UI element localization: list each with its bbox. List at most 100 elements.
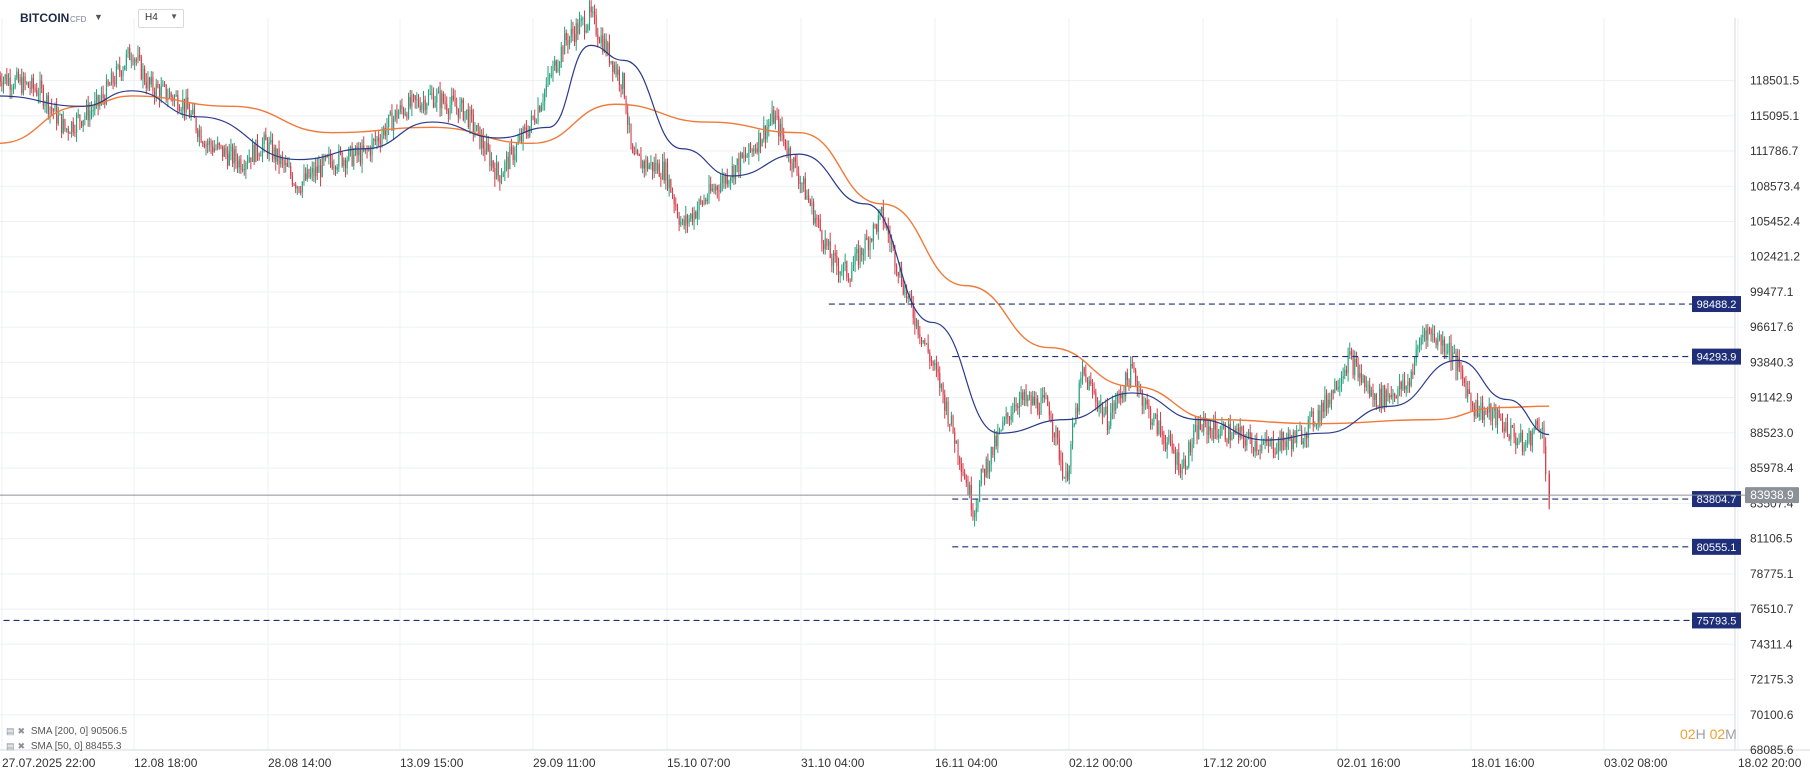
candle-body (590, 6, 592, 13)
candle-body (1058, 438, 1060, 460)
candle-body (560, 46, 562, 63)
candle-body (633, 152, 635, 155)
candle-body (208, 140, 210, 145)
candle-body (1088, 380, 1090, 390)
candle-body (1437, 339, 1439, 346)
candle-body (1417, 346, 1419, 349)
countdown-hours: 02 (1680, 726, 1696, 742)
candle-body (313, 168, 315, 177)
candle-body (688, 218, 690, 224)
close-icon[interactable]: ✖ (17, 741, 26, 751)
candle-body (471, 109, 473, 115)
candle-body (288, 166, 290, 168)
candle-body (223, 147, 225, 157)
indicator-sma-200[interactable]: ▤ ✖ SMA [200, 0] 90506.5 (6, 726, 127, 737)
candle-body (1492, 410, 1494, 422)
candle-body (1000, 429, 1002, 431)
candle-body (164, 84, 166, 86)
settings-icon[interactable]: ▤ (6, 726, 15, 736)
candle-body (258, 155, 260, 157)
candle-body (884, 223, 886, 227)
candle-body (232, 146, 234, 164)
candle-body (1150, 409, 1152, 425)
candle-body (570, 28, 572, 37)
candle-body (14, 77, 16, 88)
candle-body (504, 162, 506, 174)
candle-body (1490, 404, 1492, 422)
candle-body (1407, 381, 1409, 387)
candle-body (786, 148, 788, 155)
candle-body (967, 482, 969, 495)
candle-body (72, 121, 74, 132)
candle-body (1448, 342, 1450, 352)
candle-body (1513, 427, 1515, 438)
candle-body (1128, 380, 1130, 388)
candle-body (959, 457, 961, 465)
candle-body (330, 154, 332, 162)
candle-body (565, 33, 567, 41)
candle-body (1211, 430, 1213, 439)
candle-body (1352, 354, 1354, 376)
candle-body (819, 219, 821, 231)
candle-body (315, 166, 317, 177)
candle-body (708, 184, 710, 199)
level-label: 94293.9 (1697, 352, 1737, 364)
candle-body (305, 173, 307, 180)
candle-body (325, 155, 327, 160)
candle-body (1462, 370, 1464, 379)
candle-body (145, 82, 147, 89)
timeframe-select[interactable]: H4 ▼ (138, 9, 184, 28)
close-icon[interactable]: ✖ (17, 726, 26, 736)
candle-body (1357, 362, 1359, 378)
candle-body (1173, 449, 1175, 454)
candle-body (293, 184, 295, 186)
candle-body (828, 241, 830, 247)
candle-body (937, 369, 939, 374)
candle-body (635, 150, 637, 155)
candle-body (1326, 394, 1328, 409)
settings-icon[interactable]: ▤ (6, 741, 15, 751)
candle-body (1201, 429, 1203, 432)
candle-body (316, 166, 318, 173)
candle-body (595, 14, 597, 35)
candle-body (376, 137, 378, 142)
candle-body (1422, 334, 1424, 338)
candle-body (1299, 430, 1301, 432)
candle-body (248, 157, 250, 163)
candle-body (1460, 367, 1462, 371)
candle-body (311, 168, 313, 173)
candle-body (962, 472, 964, 474)
x-tick-label: 28.08 14:00 (268, 756, 332, 770)
candle-body (1135, 370, 1137, 382)
candle-body (464, 111, 466, 120)
candle-body (195, 118, 197, 131)
candle-body (120, 71, 122, 77)
candle-body (1443, 339, 1445, 353)
candle-body (494, 168, 496, 180)
candle-body (662, 161, 664, 180)
candle-body (36, 89, 38, 96)
candle-body (175, 94, 177, 97)
candle-body (871, 239, 873, 241)
candle-body (341, 152, 343, 167)
indicator-sma-50[interactable]: ▤ ✖ SMA [50, 0] 88455.3 (6, 741, 121, 752)
candle-body (799, 183, 801, 185)
candle-body (1495, 408, 1497, 426)
candle-body (881, 206, 883, 211)
candle-body (987, 459, 989, 473)
countdown-minutes: 02 (1709, 726, 1726, 742)
countdown-minutes-unit: M (1725, 726, 1737, 742)
candle-body (841, 271, 843, 273)
candle-body (603, 38, 606, 52)
candle-body (906, 287, 908, 299)
candle-body (758, 132, 760, 153)
candle-body (690, 213, 692, 219)
candle-body (1412, 371, 1414, 375)
candle-body (202, 142, 204, 144)
symbol-name[interactable]: BITCOIN (20, 11, 70, 25)
candle-body (266, 140, 269, 155)
candle-body (584, 18, 586, 33)
chevron-down-icon[interactable]: ▼ (94, 12, 103, 22)
